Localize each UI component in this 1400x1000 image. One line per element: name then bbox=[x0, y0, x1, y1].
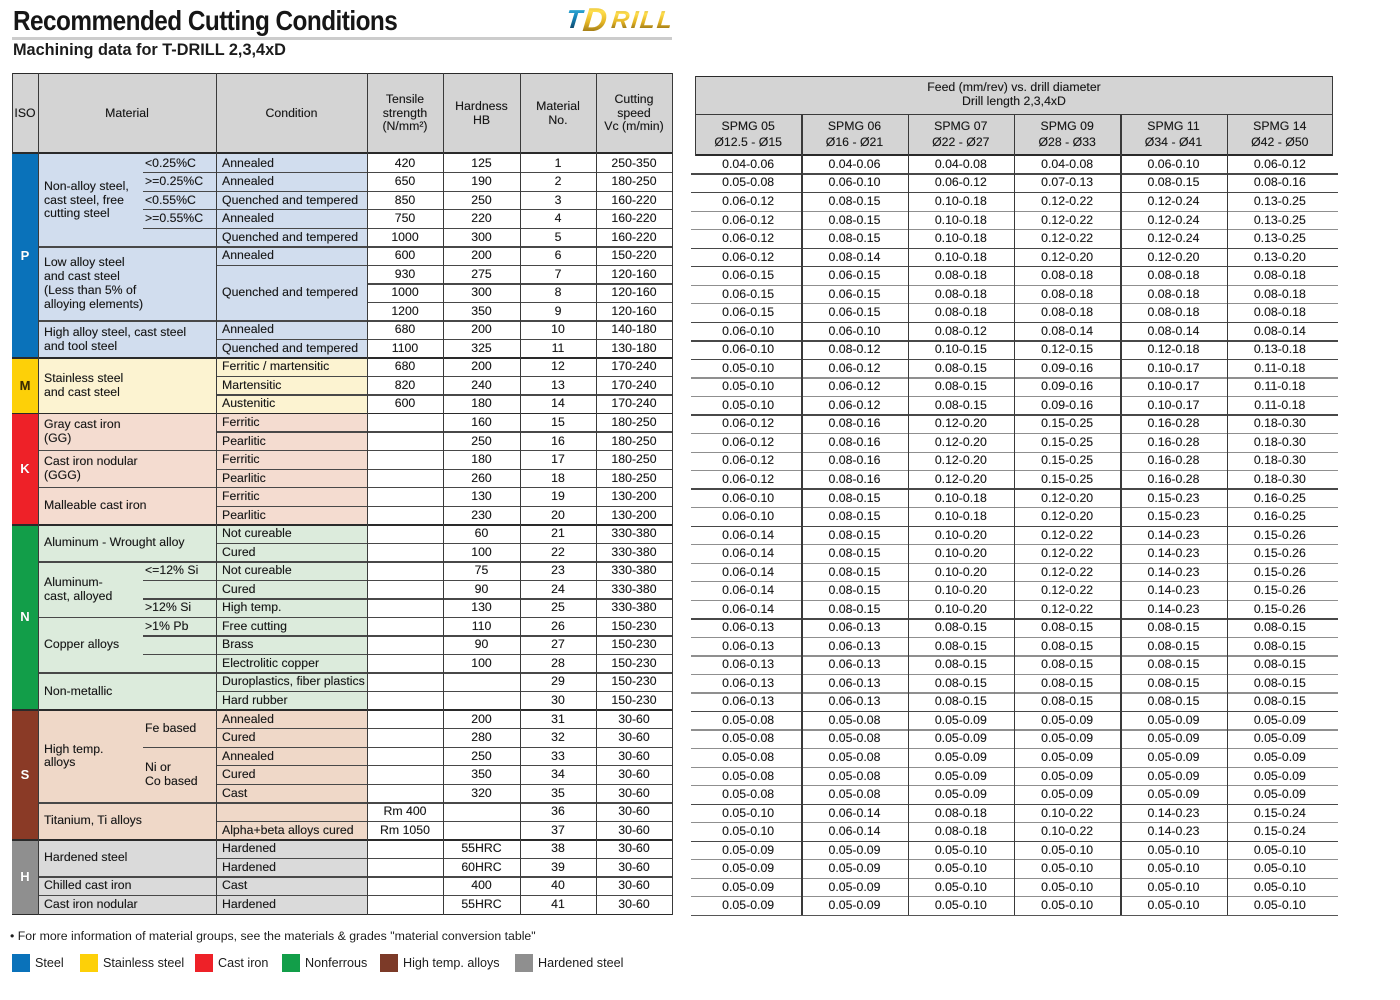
svg-text:RILL: RILL bbox=[610, 7, 675, 34]
svg-text:D: D bbox=[581, 2, 609, 36]
svg-text:T: T bbox=[565, 4, 586, 34]
